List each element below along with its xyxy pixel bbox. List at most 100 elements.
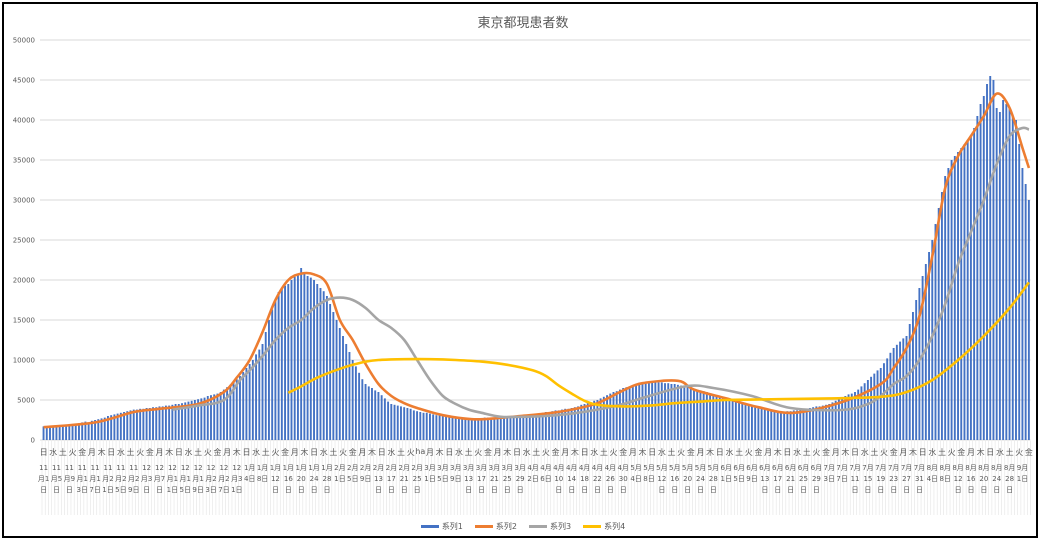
weekday-label: 火 xyxy=(947,448,956,457)
bar xyxy=(503,416,505,440)
bar xyxy=(564,408,567,440)
bar xyxy=(532,414,534,440)
bar xyxy=(847,394,850,440)
bar xyxy=(718,396,721,440)
weekday-label: 土 xyxy=(126,448,135,457)
x-tick-label: 2月1日 xyxy=(334,464,346,483)
x-tick-label: 3月1日 xyxy=(424,464,436,483)
bar xyxy=(612,392,615,440)
bar xyxy=(1024,184,1027,440)
bar xyxy=(986,84,988,440)
bar xyxy=(812,407,815,440)
x-tick-label: 8月20日 xyxy=(978,464,990,494)
bar xyxy=(216,393,219,440)
bar xyxy=(200,398,203,440)
bar xyxy=(673,384,676,440)
bar xyxy=(860,386,863,440)
x-tick-label: 5月16日 xyxy=(668,464,681,494)
bar xyxy=(519,416,522,440)
x-tick-label: 7月27日 xyxy=(900,464,913,494)
bar xyxy=(747,405,750,440)
bar xyxy=(886,358,889,440)
y-tick-label: 15000 xyxy=(13,317,35,325)
bar xyxy=(567,408,570,440)
y-tick-label: 40000 xyxy=(13,117,35,125)
bar xyxy=(767,410,769,440)
bar xyxy=(525,415,528,440)
bar xyxy=(577,406,580,440)
bar xyxy=(998,112,1001,440)
x-tick-label: 12月15日 xyxy=(179,464,192,494)
bar xyxy=(332,312,335,440)
line-series-4 xyxy=(287,281,1030,408)
x-tick-label: 1月4日 xyxy=(243,464,256,483)
x-tick-label: 3月17日 xyxy=(475,464,488,494)
weekday-label: 月 xyxy=(628,448,637,457)
bar xyxy=(960,148,963,440)
x-tick-label: 8月28日 xyxy=(1003,464,1016,494)
weekday-label: 水 xyxy=(657,448,666,457)
bar xyxy=(441,416,444,440)
chart-frame xyxy=(2,2,1038,538)
bar xyxy=(912,312,914,440)
x-tick-label: 6月25日 xyxy=(797,464,810,494)
bar xyxy=(390,404,393,440)
bar xyxy=(528,414,531,440)
bar xyxy=(535,413,538,440)
bar xyxy=(264,332,267,440)
bar xyxy=(651,381,654,440)
weekday-label: 月 xyxy=(831,448,840,457)
bar xyxy=(406,408,409,440)
weekday-label: 金 xyxy=(483,448,492,457)
x-tick-label: 7月11日 xyxy=(849,464,861,494)
bar xyxy=(657,382,660,440)
bar xyxy=(512,416,515,440)
x-tick-label: 2月25日 xyxy=(411,464,423,494)
bar xyxy=(499,416,502,440)
bar xyxy=(705,392,708,440)
weekday-label: 月 xyxy=(223,448,232,457)
x-tick-label: 11月9日 xyxy=(63,464,76,494)
bar xyxy=(879,368,882,440)
weekday-label: 土 xyxy=(464,448,473,457)
legend-swatch xyxy=(583,525,602,528)
bar xyxy=(470,418,473,440)
x-tick-label: 6月21日 xyxy=(784,464,797,494)
x-tick-label: 6月1日 xyxy=(720,464,732,483)
weekday-label: 火 xyxy=(1015,448,1024,457)
x-tick-label: 11月1日 xyxy=(37,464,50,494)
weekday-label: 火 xyxy=(271,448,280,457)
bar xyxy=(222,389,225,440)
x-tick-label: 4月14日 xyxy=(565,464,578,494)
x-tick-label: 4月22日 xyxy=(591,464,604,494)
x-tick-label: 7月19日 xyxy=(875,464,887,494)
weekday-label: 木 xyxy=(368,448,377,457)
x-tick-label: 1月12日 xyxy=(269,464,282,494)
bar xyxy=(660,382,663,440)
bar xyxy=(258,349,261,440)
weekday-label: 火 xyxy=(744,448,753,457)
bar xyxy=(751,406,753,440)
x-tick-label: 12月31日 xyxy=(231,464,243,494)
bar xyxy=(850,393,853,440)
bar xyxy=(142,408,145,440)
weekday-label: 火 xyxy=(339,448,348,457)
bar xyxy=(992,80,995,440)
bar xyxy=(219,392,222,440)
bar xyxy=(1005,104,1008,440)
bar xyxy=(631,385,634,440)
bar xyxy=(129,410,132,440)
bar xyxy=(773,411,776,440)
bar xyxy=(654,381,657,440)
weekday-label: 金 xyxy=(348,448,357,457)
bar xyxy=(561,409,563,440)
bar xyxy=(763,409,766,440)
weekday-label: 月 xyxy=(966,448,975,457)
bar xyxy=(190,400,193,440)
weekday-label: 土 xyxy=(937,448,946,457)
bar xyxy=(799,409,802,440)
bar xyxy=(451,416,454,440)
bar xyxy=(490,417,493,440)
bar xyxy=(873,373,876,440)
